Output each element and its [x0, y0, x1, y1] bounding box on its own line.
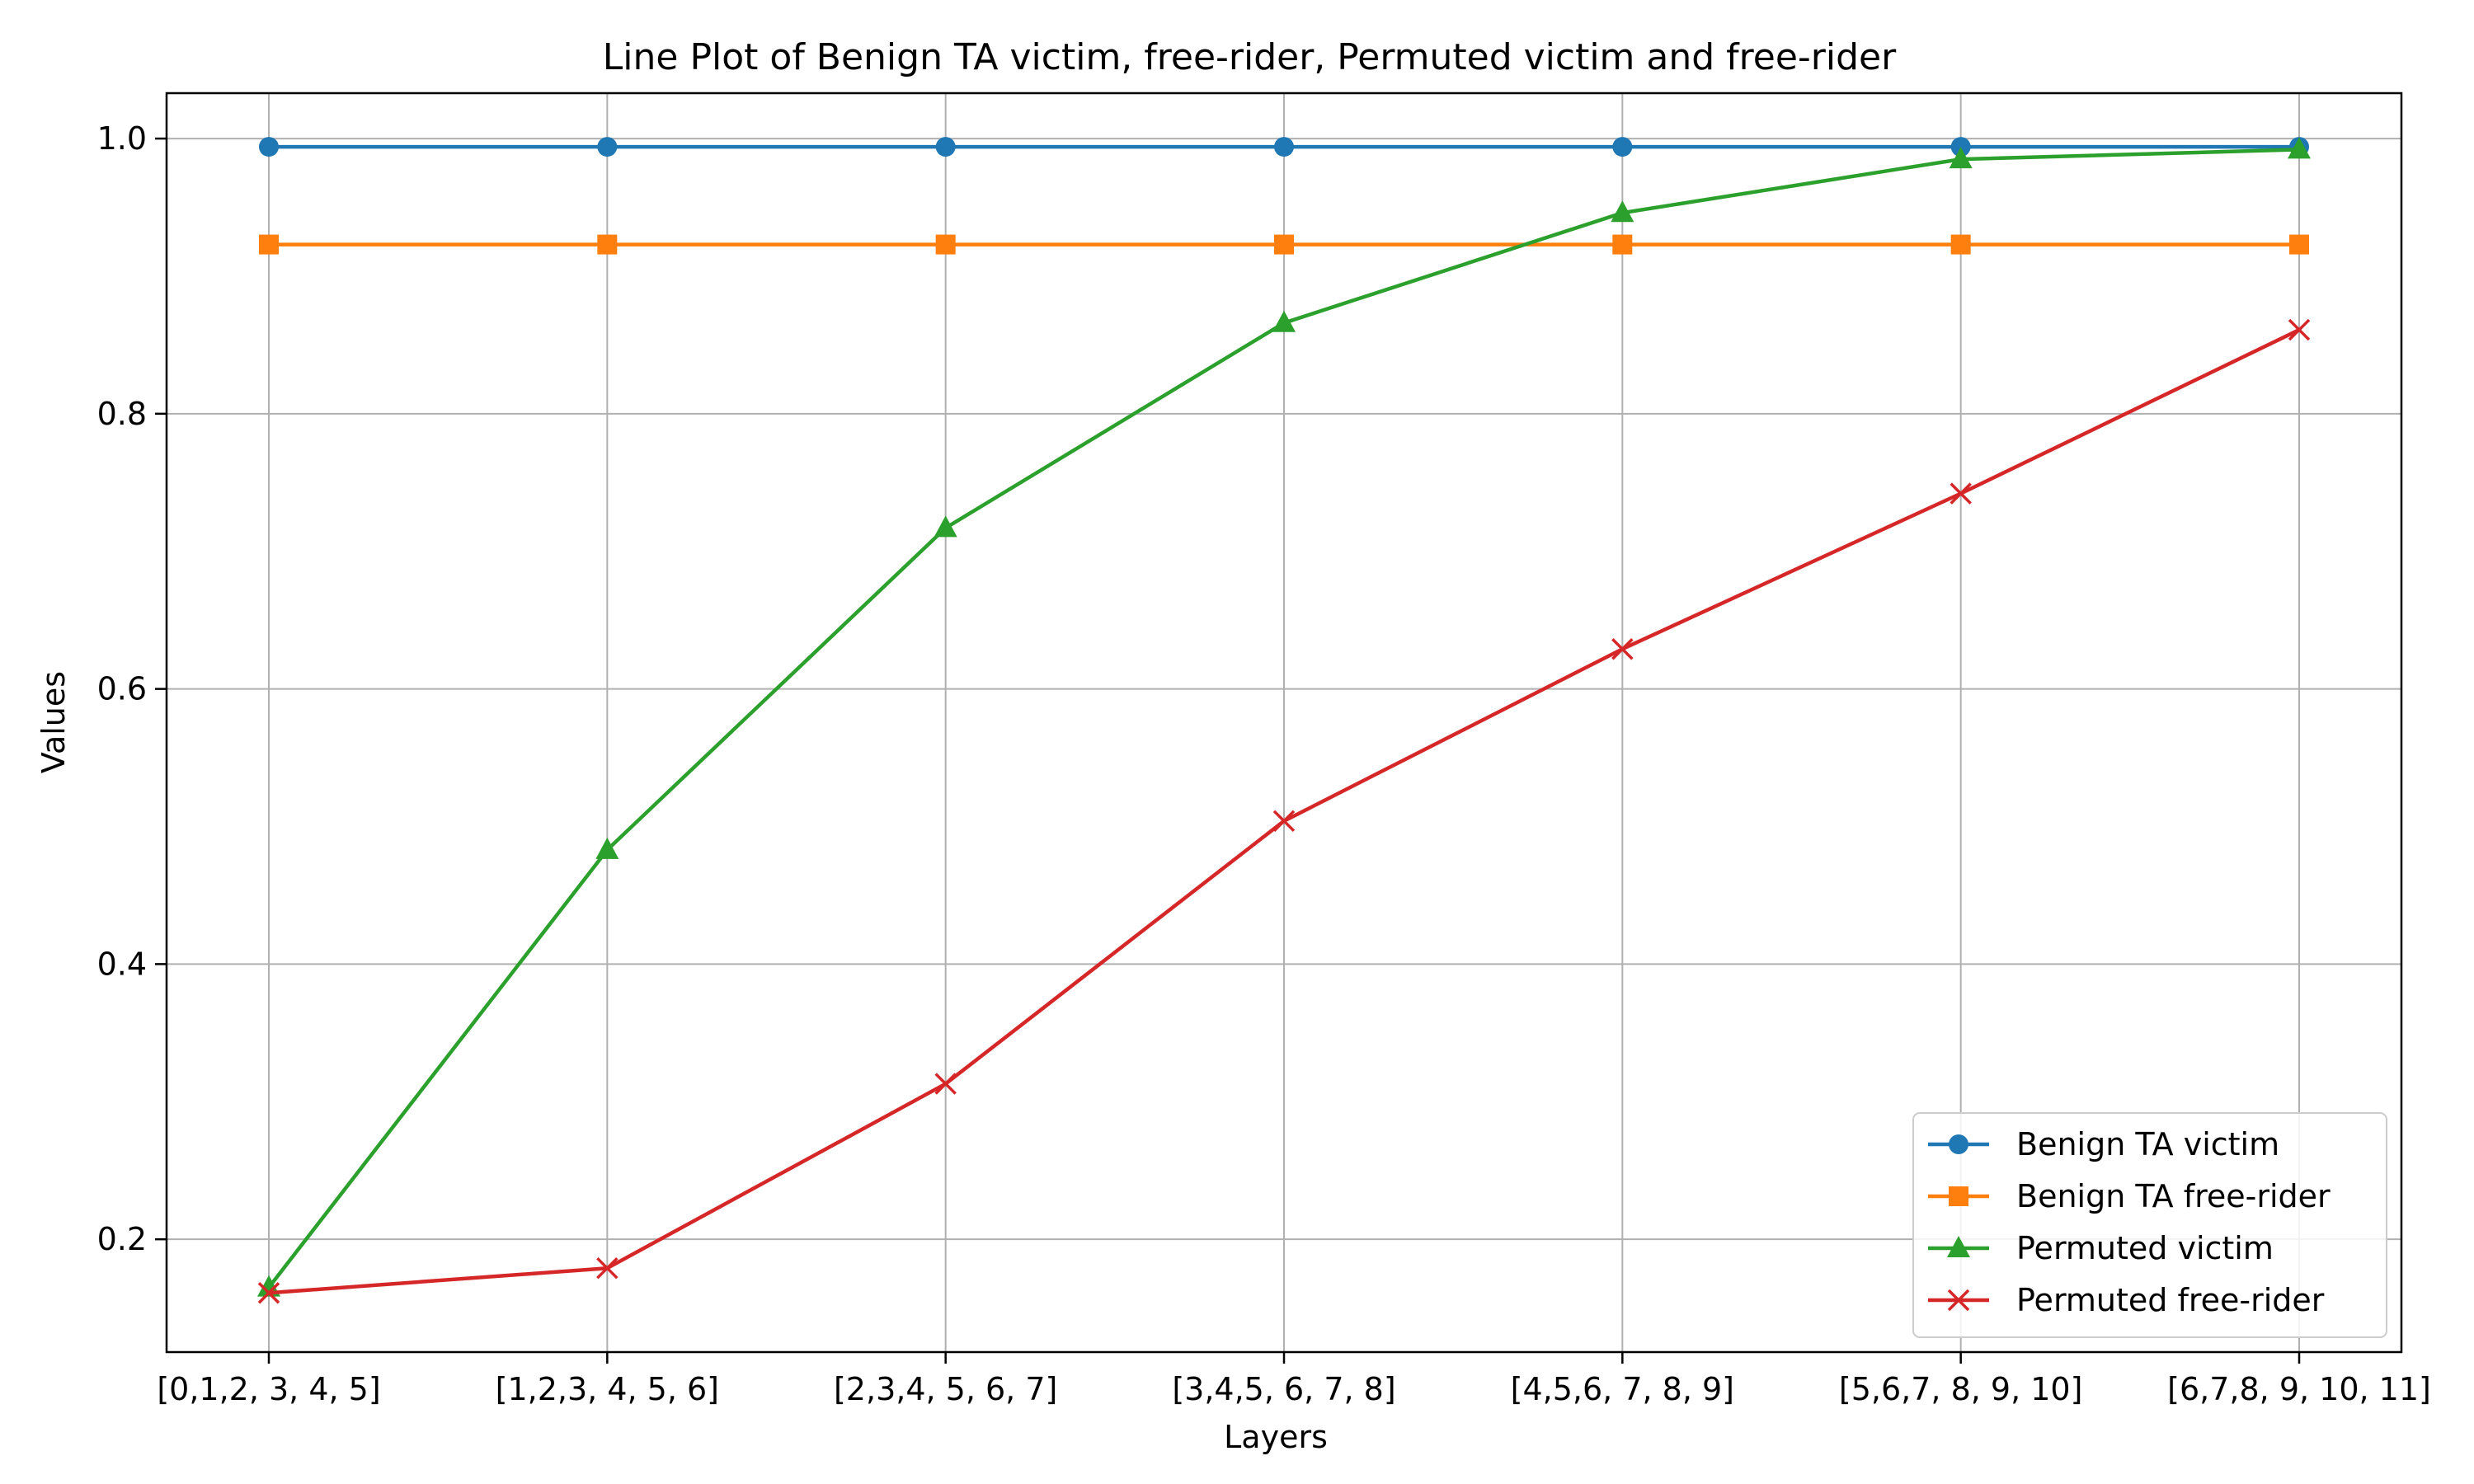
data-point	[597, 234, 618, 255]
legend-marker	[1947, 1289, 1970, 1312]
data-point	[2289, 234, 2309, 255]
y-tick-label: 0.4	[97, 946, 147, 982]
y-tick-label: 0.8	[97, 396, 147, 432]
data-point	[1272, 310, 1296, 332]
legend-marker	[1947, 1236, 1970, 1257]
series-4	[257, 318, 2311, 1304]
x-tick-label: [1,2,3, 4, 5, 6]	[496, 1371, 719, 1407]
legend-label: Benign TA victim	[2016, 1126, 2279, 1162]
legend-label: Benign TA free-rider	[2016, 1178, 2331, 1214]
x-axis-label: Layers	[1224, 1419, 1328, 1455]
data-point	[1950, 234, 1971, 255]
legend-item: Permuted free-rider	[1928, 1282, 2325, 1318]
data-point	[935, 137, 956, 157]
data-point	[1612, 137, 1633, 157]
series-2	[259, 234, 2309, 255]
data-point	[595, 837, 619, 859]
series-1	[259, 137, 2309, 157]
x-tick-label: [6,7,8, 9, 10, 11]	[2167, 1371, 2431, 1407]
x-tick-label: [4,5,6, 7, 8, 9]	[1511, 1371, 1734, 1407]
data-point	[1949, 147, 1973, 169]
y-tick-label: 0.2	[97, 1221, 147, 1257]
legend-label: Permuted victim	[2016, 1230, 2274, 1266]
legend-item: Permuted victim	[1928, 1230, 2274, 1266]
data-point	[257, 1282, 280, 1304]
series-3	[257, 137, 2311, 1297]
legend-item: Benign TA free-rider	[1928, 1178, 2331, 1214]
y-tick-label: 1.0	[97, 120, 147, 157]
data-point	[934, 1073, 957, 1095]
data-point	[1611, 637, 1634, 660]
data-point	[259, 234, 279, 255]
series-layer	[257, 137, 2311, 1304]
data-point	[2288, 318, 2311, 341]
data-point	[1611, 200, 1634, 223]
data-point	[596, 1256, 618, 1280]
data-point	[2288, 137, 2311, 159]
data-point	[934, 515, 957, 538]
data-point	[1274, 137, 1294, 157]
y-axis-label: Values	[35, 671, 72, 773]
data-point	[1950, 482, 1972, 505]
y-tick-label: 0.6	[97, 671, 147, 707]
data-point	[1612, 234, 1633, 255]
data-point	[597, 137, 618, 157]
legend-item: Benign TA victim	[1928, 1126, 2279, 1162]
x-tick-label: [2,3,4, 5, 6, 7]	[834, 1371, 1057, 1407]
x-tick-label: [5,6,7, 8, 9, 10]	[1839, 1371, 2083, 1407]
x-tick-label: [3,4,5, 6, 7, 8]	[1172, 1371, 1395, 1407]
grid-layer	[167, 93, 2401, 1352]
tick-layer: [0,1,2, 3, 4, 5] [1,2,3, 4, 5, 6] [2,3,4, …	[97, 120, 2431, 1407]
legend: Benign TA victim Benign TA free-rider Perm…	[1912, 1112, 2387, 1338]
data-point	[935, 234, 956, 255]
legend-marker	[1949, 1134, 1968, 1154]
data-point	[259, 137, 279, 157]
data-point	[1950, 137, 1971, 157]
data-point	[1272, 810, 1296, 833]
legend-label: Permuted free-rider	[2016, 1282, 2325, 1318]
data-point	[1274, 234, 1294, 255]
chart-title: Line Plot of Benign TA victim, free-ride…	[603, 36, 1897, 78]
legend-box	[1912, 1112, 2387, 1338]
legend-marker	[1949, 1186, 1968, 1206]
x-tick-label: [0,1,2, 3, 4, 5]	[157, 1371, 380, 1407]
